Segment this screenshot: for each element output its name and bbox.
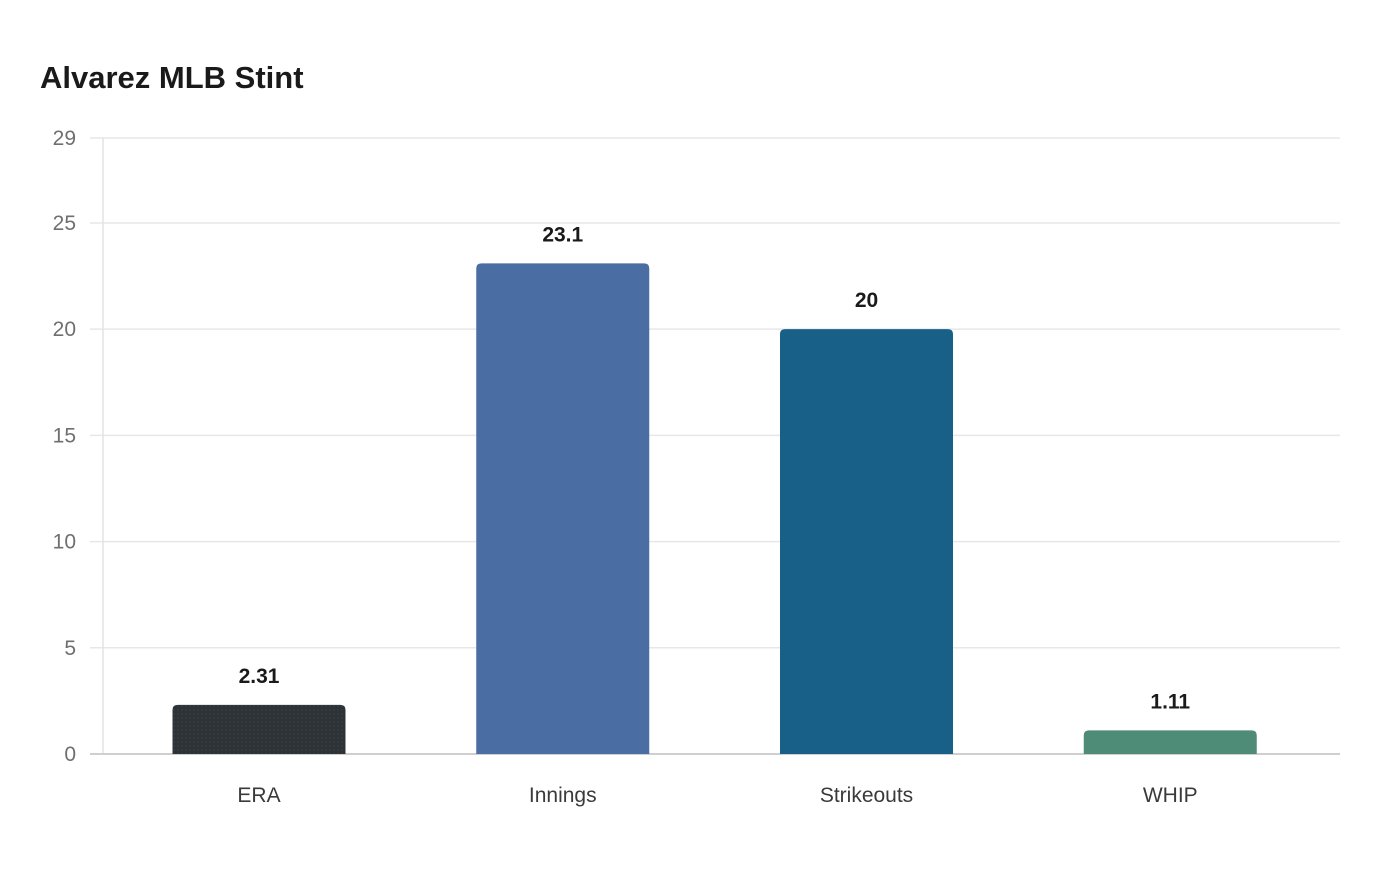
y-tick-label: 25 bbox=[53, 212, 76, 235]
value-label: 2.31 bbox=[239, 665, 280, 688]
y-tick-label: 20 bbox=[53, 318, 76, 341]
labels: 0 5 10 15 20 25 29 2.31 ERA 23.1 Innings 20 Strikeou… bbox=[53, 127, 1198, 807]
bar-era bbox=[172, 704, 346, 754]
x-tick-label: Innings bbox=[529, 784, 597, 807]
y-tick-label: 29 bbox=[53, 127, 76, 150]
x-tick-label: ERA bbox=[237, 784, 280, 807]
value-label: 1.11 bbox=[1150, 690, 1190, 713]
x-tick-label: Strikeouts bbox=[820, 784, 913, 807]
y-tick-label: 0 bbox=[64, 743, 76, 766]
value-label: 23.1 bbox=[542, 223, 583, 246]
y-tick-label: 15 bbox=[53, 424, 76, 447]
chart-title: Alvarez MLB Stint bbox=[40, 60, 304, 95]
y-tick-label: 10 bbox=[53, 531, 76, 554]
y-tick-label: 5 bbox=[64, 637, 76, 660]
x-tick-label: WHIP bbox=[1143, 784, 1198, 807]
bar-innings bbox=[476, 263, 650, 754]
bars bbox=[172, 263, 1257, 754]
axes bbox=[90, 138, 1340, 755]
bar-whip bbox=[1083, 730, 1257, 754]
gridlines bbox=[90, 137, 1340, 649]
value-label: 20 bbox=[855, 289, 878, 312]
bar-strikeouts bbox=[780, 329, 953, 754]
